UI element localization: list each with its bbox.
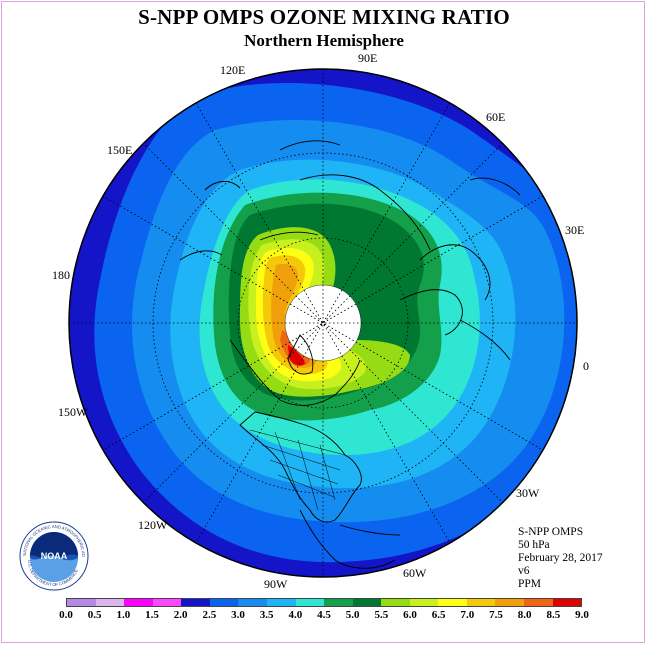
colorbar-tick-label: 2.5: [202, 609, 217, 621]
colorbar-segment: [552, 599, 582, 606]
colorbar-segment: [152, 599, 182, 606]
ozone-field: [69, 69, 577, 577]
lon-label-30e: 30E: [565, 223, 585, 237]
graticule: [69, 69, 577, 577]
colorbar-segment: [352, 599, 382, 606]
colorbar-segment: [495, 599, 524, 606]
colorbar-tick-label: 8.5: [546, 609, 561, 621]
lon-label-30w: 30W: [516, 486, 540, 500]
colorbar-segment: [181, 599, 210, 606]
colorbar-segment: [67, 599, 96, 606]
colorbar-segment: [466, 599, 496, 606]
colorbar-segment: [238, 599, 267, 606]
info-unit: PPM: [518, 578, 542, 590]
colorbar-tick-label: 1.0: [116, 609, 131, 621]
colorbar-tick-label: 9.0: [575, 609, 589, 621]
colorbar-tick-label: 0.0: [59, 609, 73, 621]
lon-label-90w: 90W: [264, 577, 288, 591]
colorbar-segment: [438, 599, 467, 606]
colorbar-segment: [324, 599, 353, 606]
info-instrument: S-NPP OMPS: [518, 526, 584, 538]
data-info-block: S-NPP OMPS 50 hPa February 28, 2017 v6 P…: [518, 526, 603, 591]
colorbar-tick-label: 2.0: [173, 609, 188, 621]
colorbar-segment: [209, 599, 239, 606]
hemisphere-boundary: [68, 68, 578, 578]
colorbar-segment: [524, 599, 553, 606]
colorbar-tick-label: 0.5: [87, 609, 102, 621]
colorbar-segment: [295, 599, 325, 606]
lon-label-150w: 150W: [58, 405, 88, 419]
colorbar-segment: [124, 599, 153, 606]
colorbar-tick-label: 4.0: [288, 609, 303, 621]
map-subtitle: Northern Hemisphere: [244, 31, 404, 50]
lon-label-150e: 150E: [107, 143, 133, 157]
info-version: v6: [518, 565, 530, 577]
colorbar-segment: [95, 599, 125, 606]
colorbar-tick-label: 5.0: [345, 609, 360, 621]
colorbar-tick-label: 7.5: [489, 609, 503, 621]
colorbar-tick-label: 3.5: [259, 609, 274, 621]
coastlines: [179, 140, 521, 569]
colorbar-tick-label: 1.5: [145, 609, 159, 621]
lon-label-60w: 60W: [403, 566, 427, 580]
lon-label-180: 180: [52, 268, 70, 282]
lon-label-60e: 60E: [486, 110, 506, 124]
lon-label-0: 0: [583, 359, 589, 373]
map-title: S-NPP OMPS OZONE MIXING RATIO: [138, 5, 510, 29]
info-pressure-level: 50 hPa: [518, 539, 550, 551]
lon-label-90e: 90E: [358, 51, 378, 65]
noaa-logo-text: NOAA: [41, 551, 68, 561]
colorbar-tick-label: 3.0: [231, 609, 245, 621]
colorbar-tick-label: 8.0: [517, 609, 532, 621]
info-date: February 28, 2017: [518, 552, 603, 564]
state-borders: [249, 429, 346, 511]
colorbar-tick-label: 4.5: [317, 609, 331, 621]
lon-label-120e: 120E: [220, 63, 246, 77]
colorbar-tick-label: 7.0: [460, 609, 475, 621]
colorbar-segment: [266, 599, 296, 606]
colorbar-segment: [381, 599, 410, 606]
colorbar-segment: [409, 599, 439, 606]
colorbar-tick-label: 6.0: [403, 609, 417, 621]
colorbar: [66, 598, 582, 607]
colorbar-tick-label: 5.5: [374, 609, 389, 621]
lon-label-120w: 120W: [138, 518, 168, 532]
noaa-logo: NOAA NATIONAL OCEANIC AND ATMOSPHERIC AD…: [16, 516, 90, 597]
colorbar-tick-label: 6.5: [431, 609, 446, 621]
